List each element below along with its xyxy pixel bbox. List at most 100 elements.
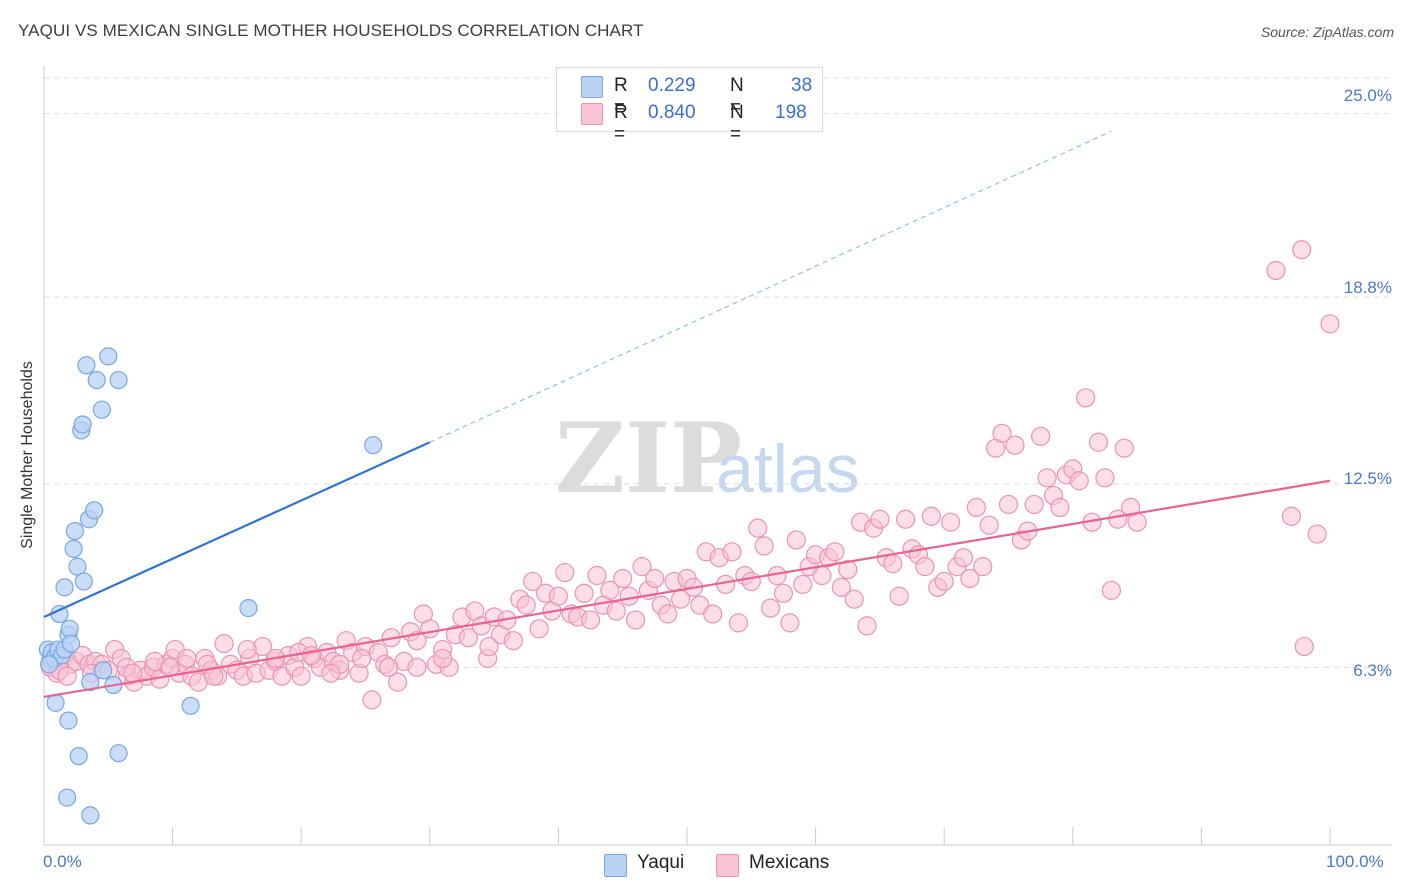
- mexicans-point: [857, 616, 877, 636]
- mexicans-point: [407, 657, 427, 677]
- mexicans-point: [606, 601, 626, 621]
- mexicans-point: [632, 557, 652, 577]
- yaqui-trend-line: [43, 441, 431, 618]
- mexicans-point: [1307, 524, 1327, 544]
- mexicans-point: [177, 648, 197, 669]
- watermark-atlas: atlas: [716, 431, 860, 507]
- yaqui-point: [81, 806, 100, 825]
- mexicans-point: [479, 636, 499, 657]
- mexicans-point: [992, 423, 1012, 443]
- yaqui-trend-extension: [429, 130, 1112, 443]
- correlation-legend: R = 0.229 N = 38 R = 0.840 N = 198: [556, 67, 823, 145]
- mexicans-point: [1031, 426, 1051, 446]
- mexicans-point: [362, 690, 382, 710]
- mexicans-point: [1127, 512, 1147, 532]
- mexicans-point: [625, 610, 646, 630]
- mexicans-point: [321, 663, 341, 683]
- yaqui-point: [61, 634, 81, 653]
- mexicans-point: [600, 580, 620, 600]
- mexicans-point: [889, 586, 909, 606]
- yaqui-point: [94, 661, 113, 680]
- mexicans-point: [941, 512, 961, 532]
- mexicans-point: [433, 648, 453, 669]
- mexicans-point: [658, 604, 678, 624]
- legend-r-value: 0.229: [648, 75, 696, 96]
- watermark-zip: ZIP: [555, 402, 742, 515]
- mexicans-point: [921, 506, 941, 526]
- mexicans-point: [825, 542, 845, 562]
- legend-n-label: N =: [730, 75, 744, 118]
- mexicans-point: [204, 666, 224, 686]
- mexicans-point: [1281, 506, 1302, 526]
- mexicans-point: [580, 610, 601, 630]
- mexicans-point: [1101, 580, 1121, 600]
- yaqui-point: [58, 788, 77, 807]
- mexicans-point: [793, 574, 813, 594]
- y-tick-label: 6.3%: [1353, 661, 1392, 680]
- mexicans-point: [420, 619, 440, 639]
- bottom-legend-label: Yaqui: [637, 852, 685, 873]
- mexicans-point: [1266, 260, 1286, 281]
- yaqui-points: [38, 347, 383, 825]
- mexicans-point: [1037, 468, 1057, 488]
- mexicans-point: [1095, 468, 1115, 488]
- mexicans-point: [587, 565, 607, 586]
- mexicans-point: [214, 634, 234, 654]
- mexicans-point: [574, 583, 594, 603]
- mexicans-point: [503, 631, 523, 651]
- yaqui-point: [239, 598, 258, 618]
- mexicans-point: [619, 586, 639, 606]
- mexicans-point: [883, 554, 903, 574]
- mexicans-trend-line: [43, 479, 1331, 699]
- mexicans-point: [1294, 636, 1314, 657]
- mexicans-point: [516, 595, 536, 615]
- mexicans-point: [966, 497, 986, 518]
- mexicans-point: [979, 515, 999, 535]
- x-tick-label: 100.0%: [1326, 852, 1384, 871]
- mexicans-point: [1005, 435, 1025, 455]
- yaqui-swatch: [581, 76, 603, 98]
- mexicans-point: [352, 648, 372, 669]
- mexicans-point: [1024, 494, 1044, 515]
- mexicans-point: [760, 598, 781, 618]
- yaqui-point: [65, 521, 84, 541]
- mexicans-point: [407, 631, 427, 651]
- mexicans-point: [998, 494, 1019, 515]
- mexicans-point: [548, 586, 569, 606]
- mexicans-point: [523, 571, 543, 592]
- y-axis-label: Single Mother Households: [19, 361, 36, 549]
- mexicans-point: [786, 530, 806, 550]
- yaqui-point: [40, 655, 59, 674]
- mexicans-point: [896, 509, 916, 529]
- legend-n-value: 38: [791, 75, 813, 96]
- mexicans-point: [301, 645, 322, 666]
- yaqui-point: [73, 415, 92, 434]
- mexicans-point: [728, 613, 749, 633]
- yaqui-swatch: [604, 854, 627, 877]
- mexicans-swatch: [716, 854, 739, 877]
- legend-r-label: R =: [614, 102, 628, 145]
- legend-n-value: 198: [775, 102, 807, 123]
- mexicans-point: [1292, 240, 1312, 260]
- yaqui-point: [99, 347, 118, 366]
- mexicans-point: [780, 613, 800, 633]
- mexicans-point: [237, 639, 257, 660]
- legend-r-value: 0.840: [648, 102, 696, 123]
- yaqui-point: [364, 436, 383, 455]
- mexicans-point: [748, 518, 768, 538]
- yaqui-point: [87, 370, 106, 390]
- yaqui-point: [55, 578, 74, 597]
- mexicans-point: [722, 542, 742, 562]
- mexicans-point: [1069, 471, 1089, 491]
- mexicans-point: [1320, 314, 1340, 334]
- source-note: Source: ZipAtlas.com: [1260, 24, 1394, 40]
- axes: [43, 66, 1392, 846]
- mexicans-point: [953, 548, 974, 568]
- x-tick-label: 0.0%: [43, 852, 82, 871]
- mexicans-point: [57, 666, 77, 686]
- yaqui-point: [64, 539, 83, 558]
- mexicans-point: [379, 657, 399, 677]
- mexicans-point: [773, 583, 794, 603]
- mexicans-swatch: [581, 103, 603, 125]
